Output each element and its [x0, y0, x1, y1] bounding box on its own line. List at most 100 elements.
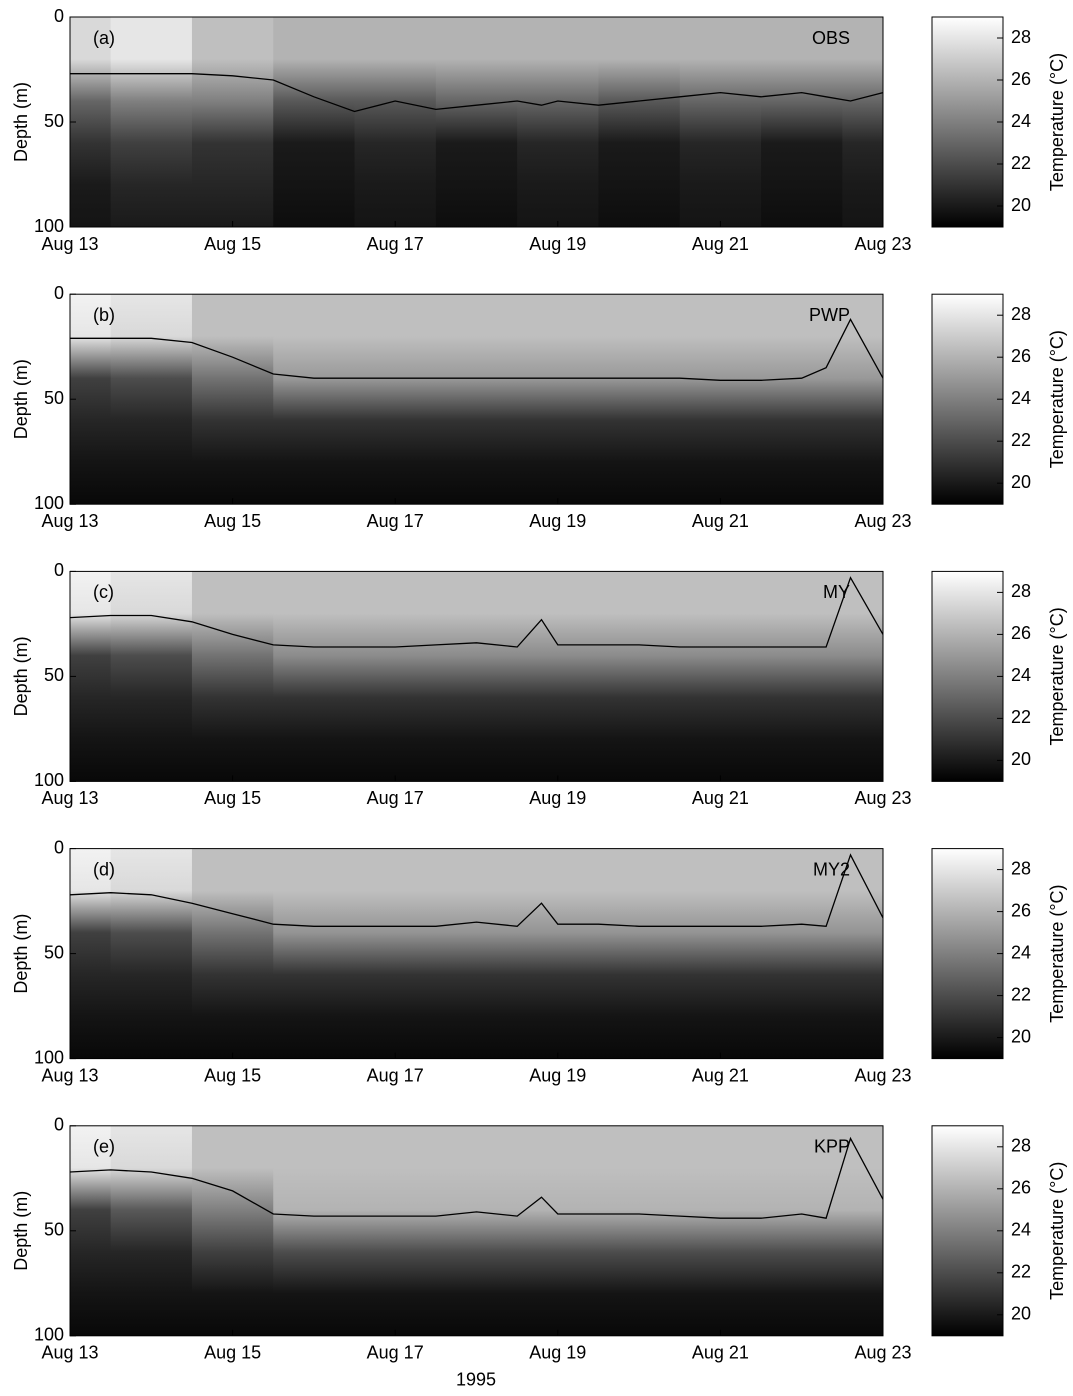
heatmap-column: [354, 848, 437, 1059]
x-tick-label: Aug 15: [204, 788, 261, 808]
x-tick-label: Aug 23: [854, 1343, 911, 1363]
y-tick-label: 50: [44, 111, 64, 131]
heatmap-column: [517, 848, 599, 1059]
colorbar-tick-label: 22: [1011, 1262, 1031, 1282]
heatmap-column: [273, 17, 356, 227]
heatmap-column: [354, 17, 437, 227]
colorbar-tick-label: 28: [1011, 581, 1031, 601]
x-tick-label: Aug 19: [529, 788, 586, 808]
x-tick-label: Aug 21: [692, 511, 749, 531]
heatmap-column: [761, 17, 843, 227]
x-tick-label: Aug 17: [367, 511, 424, 531]
heatmap-column: [110, 571, 193, 782]
colorbar-tick-label: 26: [1011, 900, 1031, 920]
colorbar: [931, 293, 1004, 505]
colorbar-label: Temperature (°C): [1047, 607, 1067, 745]
x-tick-label: Aug 15: [204, 1065, 261, 1085]
panel-title: MY: [823, 582, 850, 602]
heatmap-column: [679, 848, 762, 1059]
x-tick-label: Aug 21: [692, 788, 749, 808]
y-tick-label: 100: [34, 770, 64, 790]
heatmap-column: [679, 571, 762, 782]
heatmap: [70, 848, 883, 1059]
heatmap-column: [273, 848, 356, 1059]
colorbar-tick-label: 20: [1011, 749, 1031, 769]
colorbar-label: Temperature (°C): [1047, 884, 1067, 1022]
colorbar-tick-label: 28: [1011, 1136, 1031, 1156]
colorbar-tick-label: 26: [1011, 1178, 1031, 1198]
mixed-layer-line: [70, 318, 884, 381]
colorbar-tick-label: 22: [1011, 153, 1031, 173]
heatmap-column: [70, 294, 112, 505]
heatmap-column: [842, 848, 883, 1059]
y-axis-label: Depth (m): [11, 636, 31, 716]
heatmap-column: [191, 848, 274, 1059]
y-tick-label: 100: [34, 493, 64, 513]
panel-label: (e): [93, 1137, 115, 1157]
heatmap-column: [273, 1125, 356, 1336]
heatmap-column: [354, 1125, 437, 1336]
y-axis-label: Depth (m): [11, 914, 31, 994]
heatmap-column: [598, 1125, 681, 1336]
mixed-layer-line: [70, 73, 884, 113]
x-tick-label: Aug 17: [367, 1343, 424, 1363]
heatmap-column: [191, 17, 274, 227]
mixed-layer-line: [69, 853, 884, 927]
colorbar-tick-label: 20: [1011, 195, 1031, 215]
panel-label: (d): [93, 859, 115, 879]
panel-label: (b): [93, 305, 115, 325]
heatmap-column: [842, 294, 883, 505]
panel-title: KPP: [814, 1137, 850, 1157]
heatmap-column: [679, 17, 762, 227]
x-tick-label: Aug 23: [854, 511, 911, 531]
y-axis-label: Depth (m): [11, 82, 31, 162]
colorbar-label: Temperature (°C): [1047, 330, 1067, 468]
colorbar-tick-label: 24: [1011, 665, 1031, 685]
panel-title: OBS: [812, 28, 850, 48]
y-axis-label: Depth (m): [11, 1191, 31, 1271]
colorbar-tick-label: 20: [1011, 472, 1031, 492]
x-tick-label: Aug 21: [692, 1065, 749, 1085]
y-tick-label: 50: [44, 388, 64, 408]
heatmap-column: [110, 17, 193, 227]
heatmap: [70, 571, 883, 782]
heatmap-column: [354, 294, 437, 505]
y-tick-label: 50: [44, 1220, 64, 1240]
x-tick-label: Aug 23: [854, 234, 911, 254]
heatmap-column: [191, 294, 274, 505]
x-tick-label: Aug 19: [529, 1343, 586, 1363]
heatmap-column: [70, 17, 112, 227]
heatmap-column: [70, 848, 112, 1059]
x-tick-label: Aug 23: [854, 788, 911, 808]
heatmap-column: [191, 571, 274, 782]
heatmap-column: [273, 294, 356, 505]
x-tick-label: Aug 19: [529, 1065, 586, 1085]
x-tick-label: Aug 21: [692, 1343, 749, 1363]
y-tick-label: 50: [44, 942, 64, 962]
heatmap-column: [761, 294, 843, 505]
x-tick-label: Aug 17: [367, 234, 424, 254]
heatmap-column: [598, 848, 681, 1059]
y-tick-label: 0: [54, 837, 64, 857]
x-tick-label: Aug 15: [204, 511, 261, 531]
colorbar-tick-label: 20: [1011, 1026, 1031, 1046]
heatmap-column: [110, 294, 193, 505]
y-tick-label: 0: [54, 283, 64, 303]
y-tick-label: 0: [54, 6, 64, 26]
colorbar-tick-label: 26: [1011, 346, 1031, 366]
x-tick-label: Aug 17: [367, 1065, 424, 1085]
heatmap-column: [354, 571, 437, 782]
panel-title: MY2: [813, 859, 850, 879]
panel-title: PWP: [809, 305, 850, 325]
x-tick-label: Aug 13: [41, 1065, 98, 1085]
x-tick-label: Aug 13: [41, 1343, 98, 1363]
heatmap-column: [517, 294, 599, 505]
heatmap: [70, 1125, 883, 1336]
x-tick-label: Aug 13: [41, 788, 98, 808]
heatmap-column: [679, 294, 762, 505]
heatmap-column: [761, 1125, 843, 1336]
